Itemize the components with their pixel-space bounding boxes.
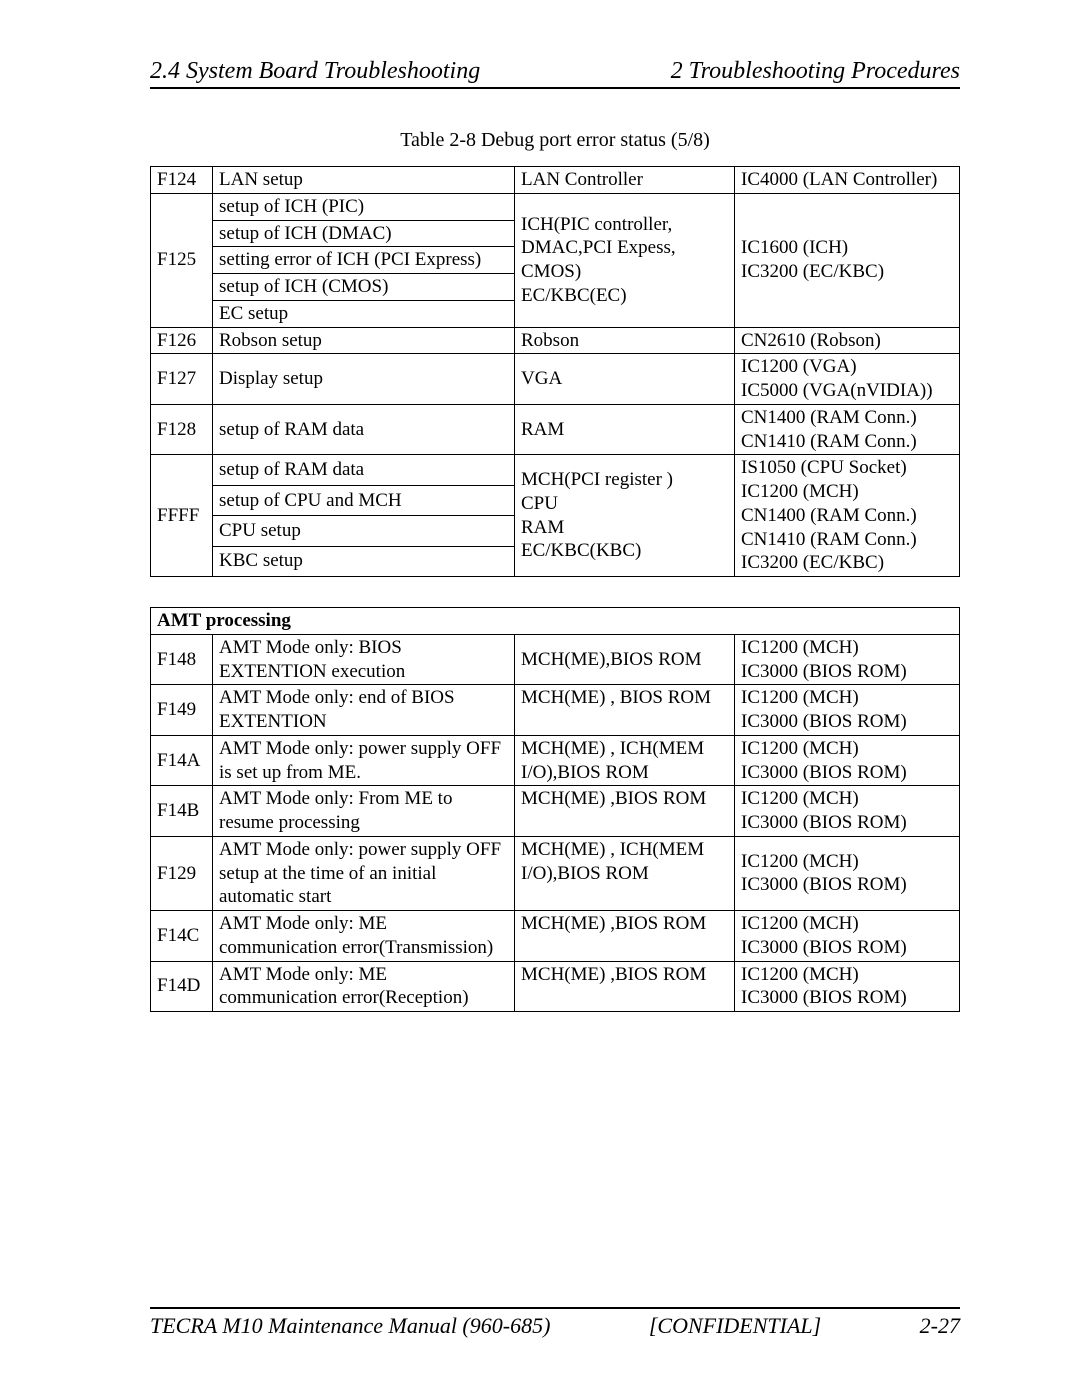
cell-mid: MCH(ME) , ICH(MEM I/O),BIOS ROM — [515, 735, 735, 786]
cell-mid: MCH(PCI register )CPURAMEC/KBC(KBC) — [515, 455, 735, 577]
table-row: F148 AMT Mode only: BIOS EXTENTION execu… — [151, 634, 960, 685]
cell-right: IC1200 (MCH)IC3000 (BIOS ROM) — [735, 735, 960, 786]
cell-mid: VGA — [515, 354, 735, 405]
cell-right: CN1400 (RAM Conn.)CN1410 (RAM Conn.) — [735, 404, 960, 455]
cell-desc: setup of RAM data — [213, 404, 515, 455]
section-title-row: AMT processing — [151, 608, 960, 635]
table-row: F124 LAN setup LAN Controller IC4000 (LA… — [151, 167, 960, 194]
table-row: F149 AMT Mode only: end of BIOS EXTENTIO… — [151, 685, 960, 736]
cell-code: F126 — [151, 327, 213, 354]
footer-left: TECRA M10 Maintenance Manual (960-685) — [150, 1313, 550, 1339]
cell-desc: setup of CPU and MCH — [213, 485, 515, 515]
cell-right: IC1200 (MCH)IC3000 (BIOS ROM) — [735, 685, 960, 736]
header-right: 2 Troubleshooting Procedures — [671, 58, 960, 85]
cell-code: F127 — [151, 354, 213, 405]
cell-right: IC1200 (MCH)IC3000 (BIOS ROM) — [735, 786, 960, 837]
cell-right: IS1050 (CPU Socket)IC1200 (MCH)CN1400 (R… — [735, 455, 960, 577]
cell-right: IC1600 (ICH)IC3200 (EC/KBC) — [735, 193, 960, 327]
cell-desc: setup of RAM data — [213, 455, 515, 485]
table-row: F127 Display setup VGA IC1200 (VGA)IC500… — [151, 354, 960, 405]
cell-code: F129 — [151, 836, 213, 910]
cell-mid: LAN Controller — [515, 167, 735, 194]
table-spacer — [150, 577, 960, 607]
table-row: F129 AMT Mode only: power supply OFF set… — [151, 836, 960, 910]
cell-mid: MCH(ME),BIOS ROM — [515, 634, 735, 685]
cell-desc: KBC setup — [213, 546, 515, 576]
cell-code: F148 — [151, 634, 213, 685]
cell-desc: AMT Mode only: end of BIOS EXTENTION — [213, 685, 515, 736]
table-row: F14D AMT Mode only: ME communication err… — [151, 961, 960, 1012]
section-title: AMT processing — [151, 608, 960, 635]
cell-right: IC1200 (MCH)IC3000 (BIOS ROM) — [735, 911, 960, 962]
cell-desc: AMT Mode only: BIOS EXTENTION execution — [213, 634, 515, 685]
cell-desc: setting error of ICH (PCI Express) — [213, 247, 515, 274]
cell-code: F125 — [151, 193, 213, 327]
cell-mid: MCH(ME) , BIOS ROM — [515, 685, 735, 736]
cell-right: IC1200 (MCH)IC3000 (BIOS ROM) — [735, 836, 960, 910]
cell-code: FFFF — [151, 455, 213, 577]
cell-mid: Robson — [515, 327, 735, 354]
cell-desc: Robson setup — [213, 327, 515, 354]
cell-code: F14B — [151, 786, 213, 837]
cell-desc: setup of ICH (DMAC) — [213, 220, 515, 247]
cell-desc: setup of ICH (PIC) — [213, 193, 515, 220]
cell-code: F149 — [151, 685, 213, 736]
cell-mid: MCH(ME) ,BIOS ROM — [515, 786, 735, 837]
cell-desc: AMT Mode only: power supply OFF is set u… — [213, 735, 515, 786]
cell-mid: MCH(ME) ,BIOS ROM — [515, 911, 735, 962]
table-row: F14A AMT Mode only: power supply OFF is … — [151, 735, 960, 786]
cell-desc: AMT Mode only: From ME to resume process… — [213, 786, 515, 837]
cell-desc: CPU setup — [213, 516, 515, 546]
table-row: F14C AMT Mode only: ME communication err… — [151, 911, 960, 962]
cell-right: IC4000 (LAN Controller) — [735, 167, 960, 194]
cell-desc: EC setup — [213, 300, 515, 327]
table-row: FFFF setup of RAM data MCH(PCI register … — [151, 455, 960, 485]
cell-code: F128 — [151, 404, 213, 455]
cell-right: IC1200 (MCH)IC3000 (BIOS ROM) — [735, 634, 960, 685]
cell-mid: MCH(ME) ,BIOS ROM — [515, 961, 735, 1012]
cell-code: F14A — [151, 735, 213, 786]
footer-right: 2-27 — [920, 1313, 960, 1339]
cell-desc: AMT Mode only: ME communication error(Tr… — [213, 911, 515, 962]
page-header: 2.4 System Board Troubleshooting 2 Troub… — [150, 58, 960, 89]
cell-desc: LAN setup — [213, 167, 515, 194]
cell-mid: MCH(ME) , ICH(MEM I/O),BIOS ROM — [515, 836, 735, 910]
cell-right: CN2610 (Robson) — [735, 327, 960, 354]
cell-mid: ICH(PIC controller, DMAC,PCI Expess, CMO… — [515, 193, 735, 327]
page: 2.4 System Board Troubleshooting 2 Troub… — [0, 0, 1080, 1397]
cell-desc: AMT Mode only: power supply OFF setup at… — [213, 836, 515, 910]
cell-code: F124 — [151, 167, 213, 194]
table-row: F14B AMT Mode only: From ME to resume pr… — [151, 786, 960, 837]
cell-desc: AMT Mode only: ME communication error(Re… — [213, 961, 515, 1012]
cell-right: IC1200 (VGA)IC5000 (VGA(nVIDIA)) — [735, 354, 960, 405]
page-footer: TECRA M10 Maintenance Manual (960-685) [… — [150, 1307, 960, 1339]
cell-right: IC1200 (MCH)IC3000 (BIOS ROM) — [735, 961, 960, 1012]
cell-code: F14C — [151, 911, 213, 962]
cell-desc: setup of ICH (CMOS) — [213, 274, 515, 301]
footer-center: [CONFIDENTIAL] — [649, 1313, 821, 1339]
table-row: F126 Robson setup Robson CN2610 (Robson) — [151, 327, 960, 354]
table-row: F125 setup of ICH (PIC) ICH(PIC controll… — [151, 193, 960, 220]
debug-port-table-1: F124 LAN setup LAN Controller IC4000 (LA… — [150, 166, 960, 577]
table-row: F128 setup of RAM data RAM CN1400 (RAM C… — [151, 404, 960, 455]
cell-desc: Display setup — [213, 354, 515, 405]
header-left: 2.4 System Board Troubleshooting — [150, 58, 480, 85]
cell-code: F14D — [151, 961, 213, 1012]
table-caption: Table 2-8 Debug port error status (5/8) — [150, 129, 960, 152]
debug-port-table-2: AMT processing F148 AMT Mode only: BIOS … — [150, 607, 960, 1012]
cell-mid: RAM — [515, 404, 735, 455]
